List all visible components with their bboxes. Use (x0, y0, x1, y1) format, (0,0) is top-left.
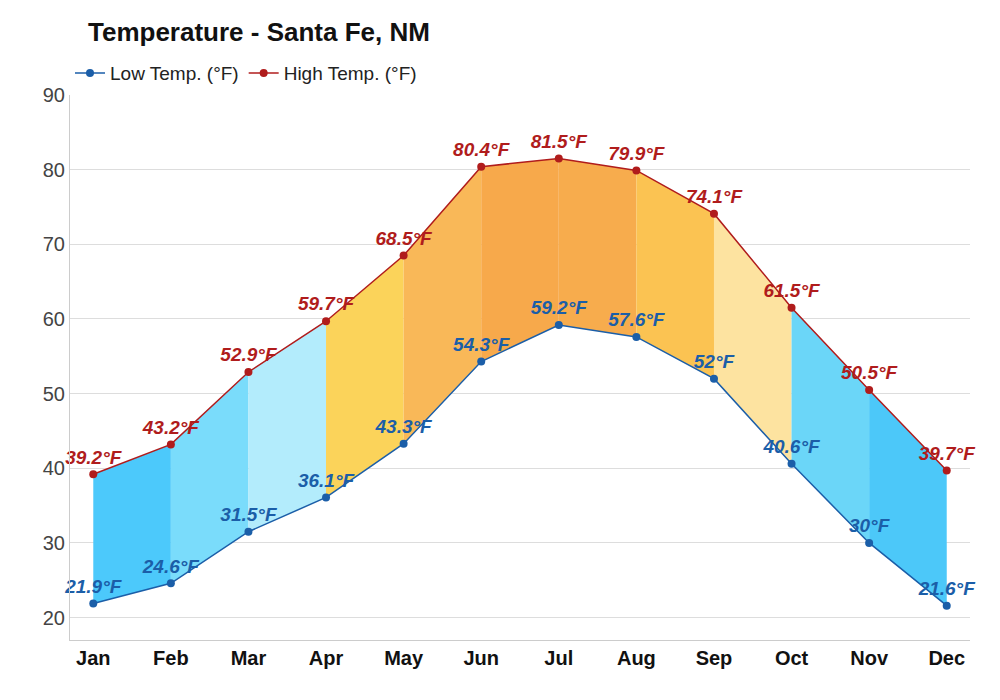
svg-text:Low Temp. (°F): Low Temp. (°F) (110, 63, 239, 84)
svg-text:30°F: 30°F (849, 515, 891, 536)
svg-text:50: 50 (43, 383, 65, 405)
svg-text:54.3°F: 54.3°F (453, 334, 511, 355)
svg-text:30: 30 (43, 532, 65, 554)
svg-text:50.5°F: 50.5°F (841, 362, 899, 383)
svg-text:57.6°F: 57.6°F (608, 309, 666, 330)
svg-text:80.4°F: 80.4°F (453, 139, 511, 160)
svg-text:Oct: Oct (775, 647, 809, 669)
svg-text:40: 40 (43, 457, 65, 479)
svg-text:70: 70 (43, 233, 65, 255)
svg-text:36.1°F: 36.1°F (298, 470, 356, 491)
svg-text:Mar: Mar (231, 647, 267, 669)
svg-text:52°F: 52°F (694, 351, 736, 372)
svg-text:Nov: Nov (850, 647, 889, 669)
svg-text:43.3°F: 43.3°F (375, 416, 434, 437)
svg-text:Jun: Jun (463, 647, 499, 669)
svg-text:74.1°F: 74.1°F (686, 186, 744, 207)
svg-text:90: 90 (43, 84, 65, 106)
svg-text:31.5°F: 31.5°F (220, 504, 278, 525)
svg-text:39.7°F: 39.7°F (919, 443, 977, 464)
svg-text:60: 60 (43, 308, 65, 330)
svg-text:Sep: Sep (696, 647, 733, 669)
svg-text:61.5°F: 61.5°F (763, 280, 821, 301)
svg-text:68.5°F: 68.5°F (376, 228, 434, 249)
svg-text:Apr: Apr (309, 647, 344, 669)
svg-text:81.5°F: 81.5°F (531, 131, 589, 152)
svg-text:40.6°F: 40.6°F (762, 436, 821, 457)
svg-text:59.7°F: 59.7°F (298, 293, 356, 314)
svg-text:Jan: Jan (76, 647, 110, 669)
svg-text:Temperature - Santa Fe, NM: Temperature - Santa Fe, NM (88, 17, 430, 47)
svg-text:Dec: Dec (928, 647, 965, 669)
svg-text:43.2°F: 43.2°F (142, 417, 201, 438)
svg-text:Aug: Aug (617, 647, 656, 669)
svg-text:80: 80 (43, 159, 65, 181)
svg-text:79.9°F: 79.9°F (608, 143, 666, 164)
svg-text:21.9°F: 21.9°F (64, 576, 123, 597)
svg-text:High Temp. (°F): High Temp. (°F) (284, 63, 417, 84)
svg-text:Jul: Jul (544, 647, 573, 669)
svg-text:24.6°F: 24.6°F (142, 556, 201, 577)
svg-text:Feb: Feb (153, 647, 189, 669)
svg-text:21.6°F: 21.6°F (918, 578, 977, 599)
svg-text:52.9°F: 52.9°F (220, 344, 278, 365)
svg-text:59.2°F: 59.2°F (531, 297, 589, 318)
svg-text:20: 20 (43, 607, 65, 629)
svg-text:39.2°F: 39.2°F (65, 447, 123, 468)
svg-text:May: May (384, 647, 424, 669)
